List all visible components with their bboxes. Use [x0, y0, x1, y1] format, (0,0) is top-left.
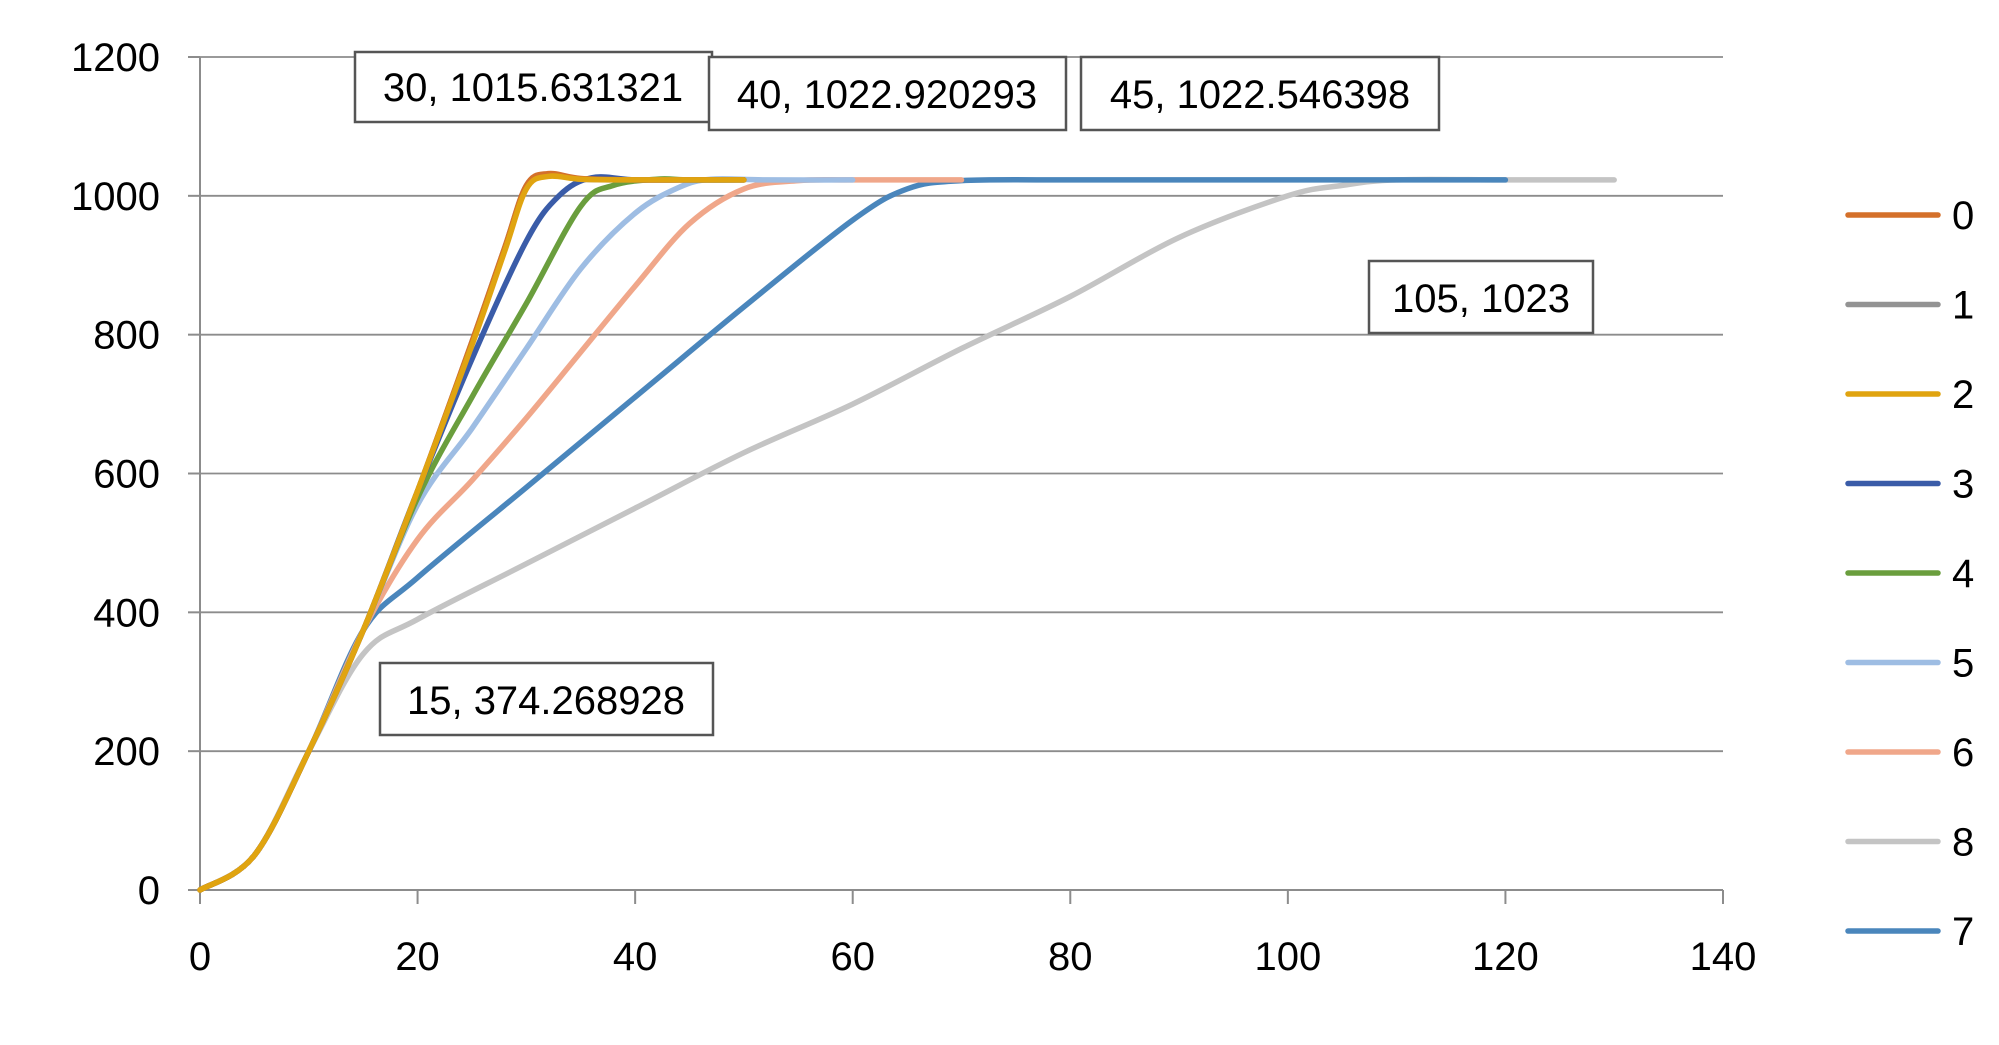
legend-label-1: 1: [1952, 284, 1974, 328]
x-tick-label: 40: [613, 935, 658, 979]
y-tick-label: 1000: [71, 175, 160, 219]
legend-label-0: 0: [1952, 194, 1974, 238]
annotation-box: 45, 1022.546398: [1079, 55, 1441, 132]
series-line-2: [197, 173, 747, 893]
x-tick-label: 60: [830, 935, 875, 979]
gridlines: [200, 56, 1723, 753]
legend-label-4: 4: [1952, 552, 1974, 596]
annotation-label: 105, 1023: [1392, 277, 1570, 321]
legend-label-8: 8: [1952, 821, 1974, 865]
legend-label-2: 2: [1952, 373, 1974, 417]
series-line-5: [197, 175, 856, 893]
annotation-label: 15, 374.268928: [407, 679, 685, 723]
annotation-label: 40, 1022.920293: [737, 73, 1037, 117]
y-tick-label: 400: [93, 591, 160, 635]
y-tick-label: 600: [93, 453, 160, 497]
x-tick-labels: 0 20 40 60 80 100 120 140: [189, 890, 1757, 979]
x-tick-label: 100: [1254, 935, 1321, 979]
x-tick-label: 120: [1472, 935, 1539, 979]
series-line-7: [197, 176, 1509, 893]
legend: 0 1 2 3 4 5 6 8 7: [1845, 194, 1974, 954]
data-label-annotations: 30, 1015.631321 40, 1022.920293 45, 1022…: [353, 50, 1595, 737]
y-tick-label: 200: [93, 730, 160, 774]
annotation-box: 105, 1023: [1367, 259, 1595, 335]
annotation-box: 15, 374.268928: [378, 661, 715, 737]
legend-label-7: 7: [1952, 910, 1974, 954]
legend-label-6: 6: [1952, 731, 1974, 775]
x-tick-label: 20: [395, 935, 440, 979]
series-line-8: [197, 176, 1617, 893]
y-tick-label: 0: [138, 869, 160, 913]
y-tick-labels: 0 200 400 600 800 1000 1200: [71, 36, 200, 913]
legend-label-3: 3: [1952, 463, 1974, 507]
y-tick-label: 800: [93, 314, 160, 358]
annotation-box: 30, 1015.631321: [353, 50, 714, 124]
x-tick-label: 80: [1048, 935, 1093, 979]
y-tick-label: 1200: [71, 36, 160, 80]
x-tick-label: 0: [189, 935, 211, 979]
annotation-box: 40, 1022.920293: [707, 55, 1068, 132]
annotation-label: 30, 1015.631321: [383, 66, 683, 110]
series-lines: [197, 170, 1617, 893]
annotation-label: 45, 1022.546398: [1110, 73, 1410, 117]
x-tick-label: 140: [1690, 935, 1757, 979]
legend-label-5: 5: [1952, 642, 1974, 686]
